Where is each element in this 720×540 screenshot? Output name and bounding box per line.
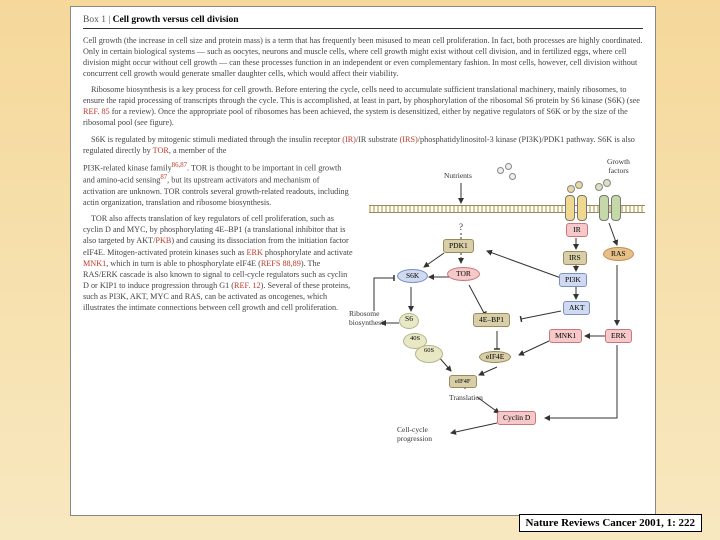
label-cellcycle: Cell-cycle progression: [397, 425, 432, 443]
ligand-icon: [595, 183, 603, 191]
node-pi3k: PI3K: [559, 273, 587, 287]
node-akt: AKT: [563, 301, 590, 315]
node-irs: IRS: [563, 251, 587, 265]
label-growth-factors: Growth factors: [607, 157, 630, 175]
receptor-rtk-icon: [611, 195, 621, 221]
ligand-icon: [567, 185, 575, 193]
para-1: Cell growth (the increase in cell size a…: [83, 35, 643, 79]
ligand-icon: [603, 179, 611, 187]
body-top: Cell growth (the increase in cell size a…: [83, 35, 643, 156]
node-60s: 60S: [415, 345, 443, 363]
para-2: Ribosome biosynthesis is a key process f…: [83, 84, 643, 128]
receptor-ir-icon: [577, 195, 587, 221]
receptor-rtk-icon: [599, 195, 609, 221]
node-s6k: S6K: [397, 269, 428, 283]
box-title: Cell growth versus cell division: [113, 15, 239, 25]
ligand-icon: [575, 181, 583, 189]
left-column: PI3K-related kinase family86,87. TOR is …: [83, 161, 353, 313]
node-eif4e: eIF4E: [479, 351, 511, 363]
label-translation: Translation: [449, 393, 483, 402]
node-tor: TOR: [447, 267, 480, 281]
ligand-icon: [497, 167, 504, 174]
para-4: PI3K-related kinase family86,87. TOR is …: [83, 161, 353, 209]
box-label: Box 1 |: [83, 15, 110, 25]
node-mnk1: MNK1: [549, 329, 582, 343]
pathway-figure: Nutrients Growth factors IR: [349, 153, 649, 443]
label-nutrients: Nutrients: [444, 171, 472, 180]
label-ribosome: Ribosome biosynthesis: [349, 309, 397, 327]
node-cyclind: Cyclin D: [497, 411, 536, 425]
ligand-icon: [509, 173, 516, 180]
para-5: TOR also affects translation of key regu…: [83, 213, 353, 313]
node-4ebp1: 4E–BP1: [473, 313, 510, 327]
box-header: Box 1 | Cell growth versus cell division: [83, 15, 643, 29]
two-col: PI3K-related kinase family86,87. TOR is …: [83, 161, 643, 313]
node-ir: IR: [566, 223, 588, 237]
node-pdk1: PDK1: [443, 239, 474, 253]
ligand-icon: [505, 163, 512, 170]
node-erk: ERK: [605, 329, 632, 343]
node-eif4f: eIF4F: [449, 375, 477, 388]
article-box: Box 1 | Cell growth versus cell division…: [70, 6, 656, 516]
citation-box: Nature Reviews Cancer 2001, 1: 222: [519, 514, 702, 532]
svg-text:?: ?: [459, 222, 463, 232]
node-s6: S6: [399, 313, 419, 329]
receptor-ir-icon: [565, 195, 575, 221]
node-ras: RAS: [603, 247, 634, 261]
